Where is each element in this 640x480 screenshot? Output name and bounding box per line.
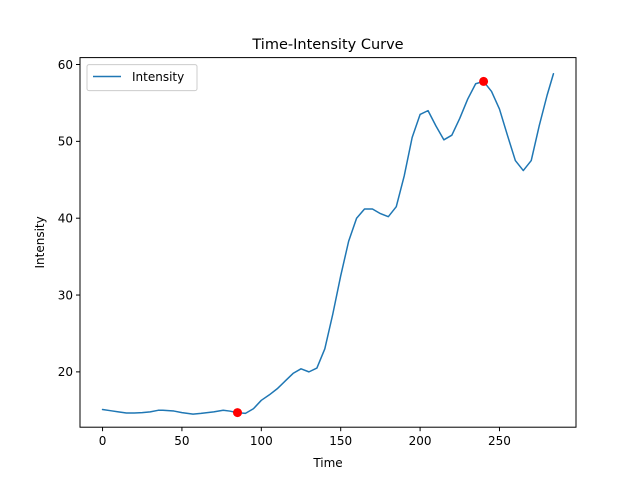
- highlight-point-1: [479, 76, 489, 86]
- legend-box: [86, 64, 198, 92]
- legend-entry-intensity: Intensity: [132, 70, 184, 84]
- legend: Intensity: [86, 64, 198, 92]
- y-tick-label: 30: [58, 288, 73, 302]
- y-tick-label: 50: [58, 135, 73, 149]
- x-tick-label: 150: [329, 434, 352, 448]
- y-tick-label: 20: [58, 365, 73, 379]
- x-axis-label: Time: [312, 456, 342, 470]
- highlight-point-0: [233, 408, 243, 418]
- plot-frame: [79, 57, 577, 428]
- chart-title: Time-Intensity Curve: [251, 37, 403, 53]
- x-tick-label: 50: [174, 434, 189, 448]
- ticks-layer: 0 50 100 150 200 250 20 30 40 50 60: [58, 58, 511, 448]
- y-tick-label: 40: [58, 211, 73, 225]
- y-tick-label: 60: [58, 58, 73, 72]
- y-axis-label: Intensity: [33, 216, 47, 268]
- plot-layer: [101, 72, 555, 418]
- x-tick-label: 200: [409, 434, 432, 448]
- x-tick-label: 250: [488, 434, 511, 448]
- x-tick-label: 100: [250, 434, 273, 448]
- x-tick-label: 0: [99, 434, 107, 448]
